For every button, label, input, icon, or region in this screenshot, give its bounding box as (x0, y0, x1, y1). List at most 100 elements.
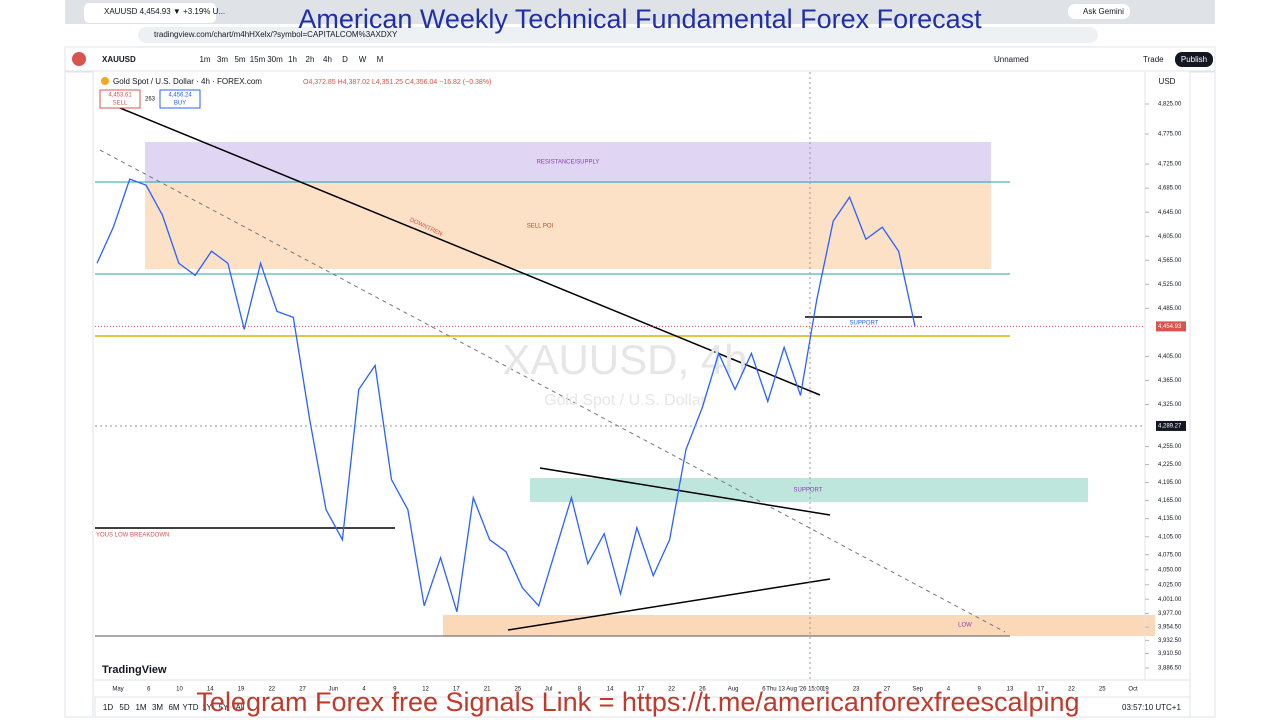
y-tick-label: 3,910.50 (1158, 651, 1182, 657)
interval[interactable]: 5m (234, 55, 245, 64)
x-tick-label: 8 (578, 687, 582, 693)
x-tick-label: 14 (207, 687, 214, 693)
layout-name[interactable]: Unnamed (994, 55, 1029, 64)
overlay-title: American Weekly Technical Fundamental Fo… (298, 4, 982, 34)
gemini-label: Ask Gemini (1083, 7, 1124, 16)
interval[interactable]: W (359, 55, 367, 64)
y-tick-label: 4,255.00 (1158, 444, 1182, 450)
time-axis: May 6 10 14 19 22 27 Jun 4 9 12 17 21 25 Jul 8 14 17 22 26 A… (112, 687, 1138, 693)
sell-button[interactable] (99, 89, 141, 109)
y-tick-label: 4,525.00 (1158, 282, 1182, 288)
range[interactable]: 6M (168, 703, 179, 712)
x-tick-label: 6 (762, 687, 766, 693)
y-tick-label: 4,325.00 (1158, 402, 1182, 408)
interval[interactable]: D (342, 55, 348, 64)
y-tick-label: 4,485.00 (1158, 306, 1182, 312)
y-tick-label: 3,932.50 (1158, 638, 1182, 644)
x-tick-label: 19 (822, 687, 829, 693)
price-axis: 4,825.00 4,775.00 4,725.00 4,685.00 4,645.00… (1145, 102, 1186, 672)
y-tick-label: 3,954.50 (1158, 625, 1182, 631)
range[interactable]: 3M (152, 703, 163, 712)
x-tick-label: 27 (299, 687, 306, 693)
top-toolbar (64, 46, 1216, 72)
interval-group: 1m 3m 5m 15m 30m 1h 2h 4h D W M (199, 55, 383, 64)
range[interactable]: 5Y (219, 703, 229, 712)
crosshair-tag (1156, 420, 1186, 431)
x-tick-label: 9 (393, 687, 397, 693)
range[interactable]: 1M (135, 703, 146, 712)
annotation: SUPPORT (850, 321, 879, 327)
last-price-tag (1156, 321, 1186, 332)
url-field[interactable] (138, 27, 1098, 43)
last-price-label: 4,454.93 (1158, 324, 1182, 330)
interval[interactable]: 1h (288, 55, 297, 64)
x-tick-label: 17 (1037, 687, 1044, 693)
x-tick-label: Aug (728, 687, 739, 693)
y-tick-label: 4,050.00 (1158, 567, 1182, 573)
range[interactable]: YTD (183, 703, 199, 712)
interval[interactable]: 30m (267, 55, 283, 64)
trend-line (119, 107, 821, 396)
watermark: XAUUSD, 4h (502, 336, 747, 383)
buy-label: BUY (174, 101, 186, 107)
watermark-sub: Gold Spot / U.S. Dollar (544, 392, 707, 409)
drawing-toolbar (64, 71, 94, 718)
publish-button[interactable] (1175, 52, 1213, 67)
interval[interactable]: 3m (217, 55, 228, 64)
x-tick-label: 25 (1099, 687, 1106, 693)
x-tick-label: 22 (268, 687, 275, 693)
interval[interactable]: 15m (250, 55, 266, 64)
low-zone (443, 615, 1155, 636)
y-tick-label: 4,365.00 (1158, 378, 1182, 384)
buy-button[interactable] (159, 89, 201, 109)
y-tick-label: 4,165.00 (1158, 498, 1182, 504)
sell-label: SELL (113, 101, 128, 107)
y-tick-label: 4,075.00 (1158, 552, 1182, 558)
range[interactable]: All (236, 703, 245, 712)
x-tick-label: Thu 13 Aug '26 15:00 (766, 687, 824, 693)
range[interactable]: 1D (103, 703, 113, 712)
avatar[interactable] (72, 52, 86, 66)
y-tick-label: 3,977.00 (1158, 611, 1182, 617)
y-tick-label: 4,725.00 (1158, 162, 1182, 168)
price-line (96, 178, 916, 612)
y-tick-label: 4,225.00 (1158, 462, 1182, 468)
annotation: SUPPORT (794, 488, 823, 494)
x-tick-label: 25 (515, 687, 522, 693)
triangle-line (539, 467, 831, 516)
x-tick-label: 22 (1068, 687, 1075, 693)
y-tick-label: 4,135.00 (1158, 516, 1182, 522)
sell-price: 4,453.61 (108, 93, 132, 99)
interval[interactable]: M (377, 55, 384, 64)
x-tick-label: Sep (912, 687, 923, 693)
sell-zone (145, 183, 991, 269)
interval[interactable]: 1m (199, 55, 210, 64)
gemini-button[interactable] (1068, 4, 1130, 19)
interval[interactable]: 2h (306, 55, 315, 64)
ohlc: O4,372.85 H4,387.02 L4,351.25 C4,356.04 … (303, 79, 491, 86)
trend-line (99, 149, 1006, 633)
publish-label: Publish (1181, 55, 1207, 64)
y-tick-label: 4,565.00 (1158, 258, 1182, 264)
annotation: RESISTANCE/SUPPLY (537, 160, 600, 166)
x-tick-label: 10 (176, 687, 183, 693)
x-tick-label: 17 (453, 687, 460, 693)
range[interactable]: 5D (119, 703, 129, 712)
annotation: SELL POI (527, 224, 554, 230)
currency[interactable]: USD (1159, 77, 1176, 86)
x-tick-label: 27 (884, 687, 891, 693)
tab[interactable] (84, 3, 216, 23)
symbol[interactable]: XAUUSD (102, 55, 136, 64)
range[interactable]: 1Y (202, 703, 212, 712)
x-tick-label: 9 (978, 687, 982, 693)
triangle-line (507, 578, 831, 631)
x-tick-label: 12 (422, 687, 429, 693)
interval[interactable]: 4h (323, 55, 332, 64)
y-tick-label: 4,001.00 (1158, 597, 1182, 603)
trade-button[interactable]: Trade (1143, 55, 1164, 64)
x-tick-label: 4 (947, 687, 951, 693)
url: tradingview.com/chart/m4hHXelx/?symbol=C… (154, 30, 398, 39)
right-sidebar (1189, 71, 1216, 718)
tab-title: XAUUSD 4,454.93 ▼ +3.19% U... (104, 7, 225, 16)
